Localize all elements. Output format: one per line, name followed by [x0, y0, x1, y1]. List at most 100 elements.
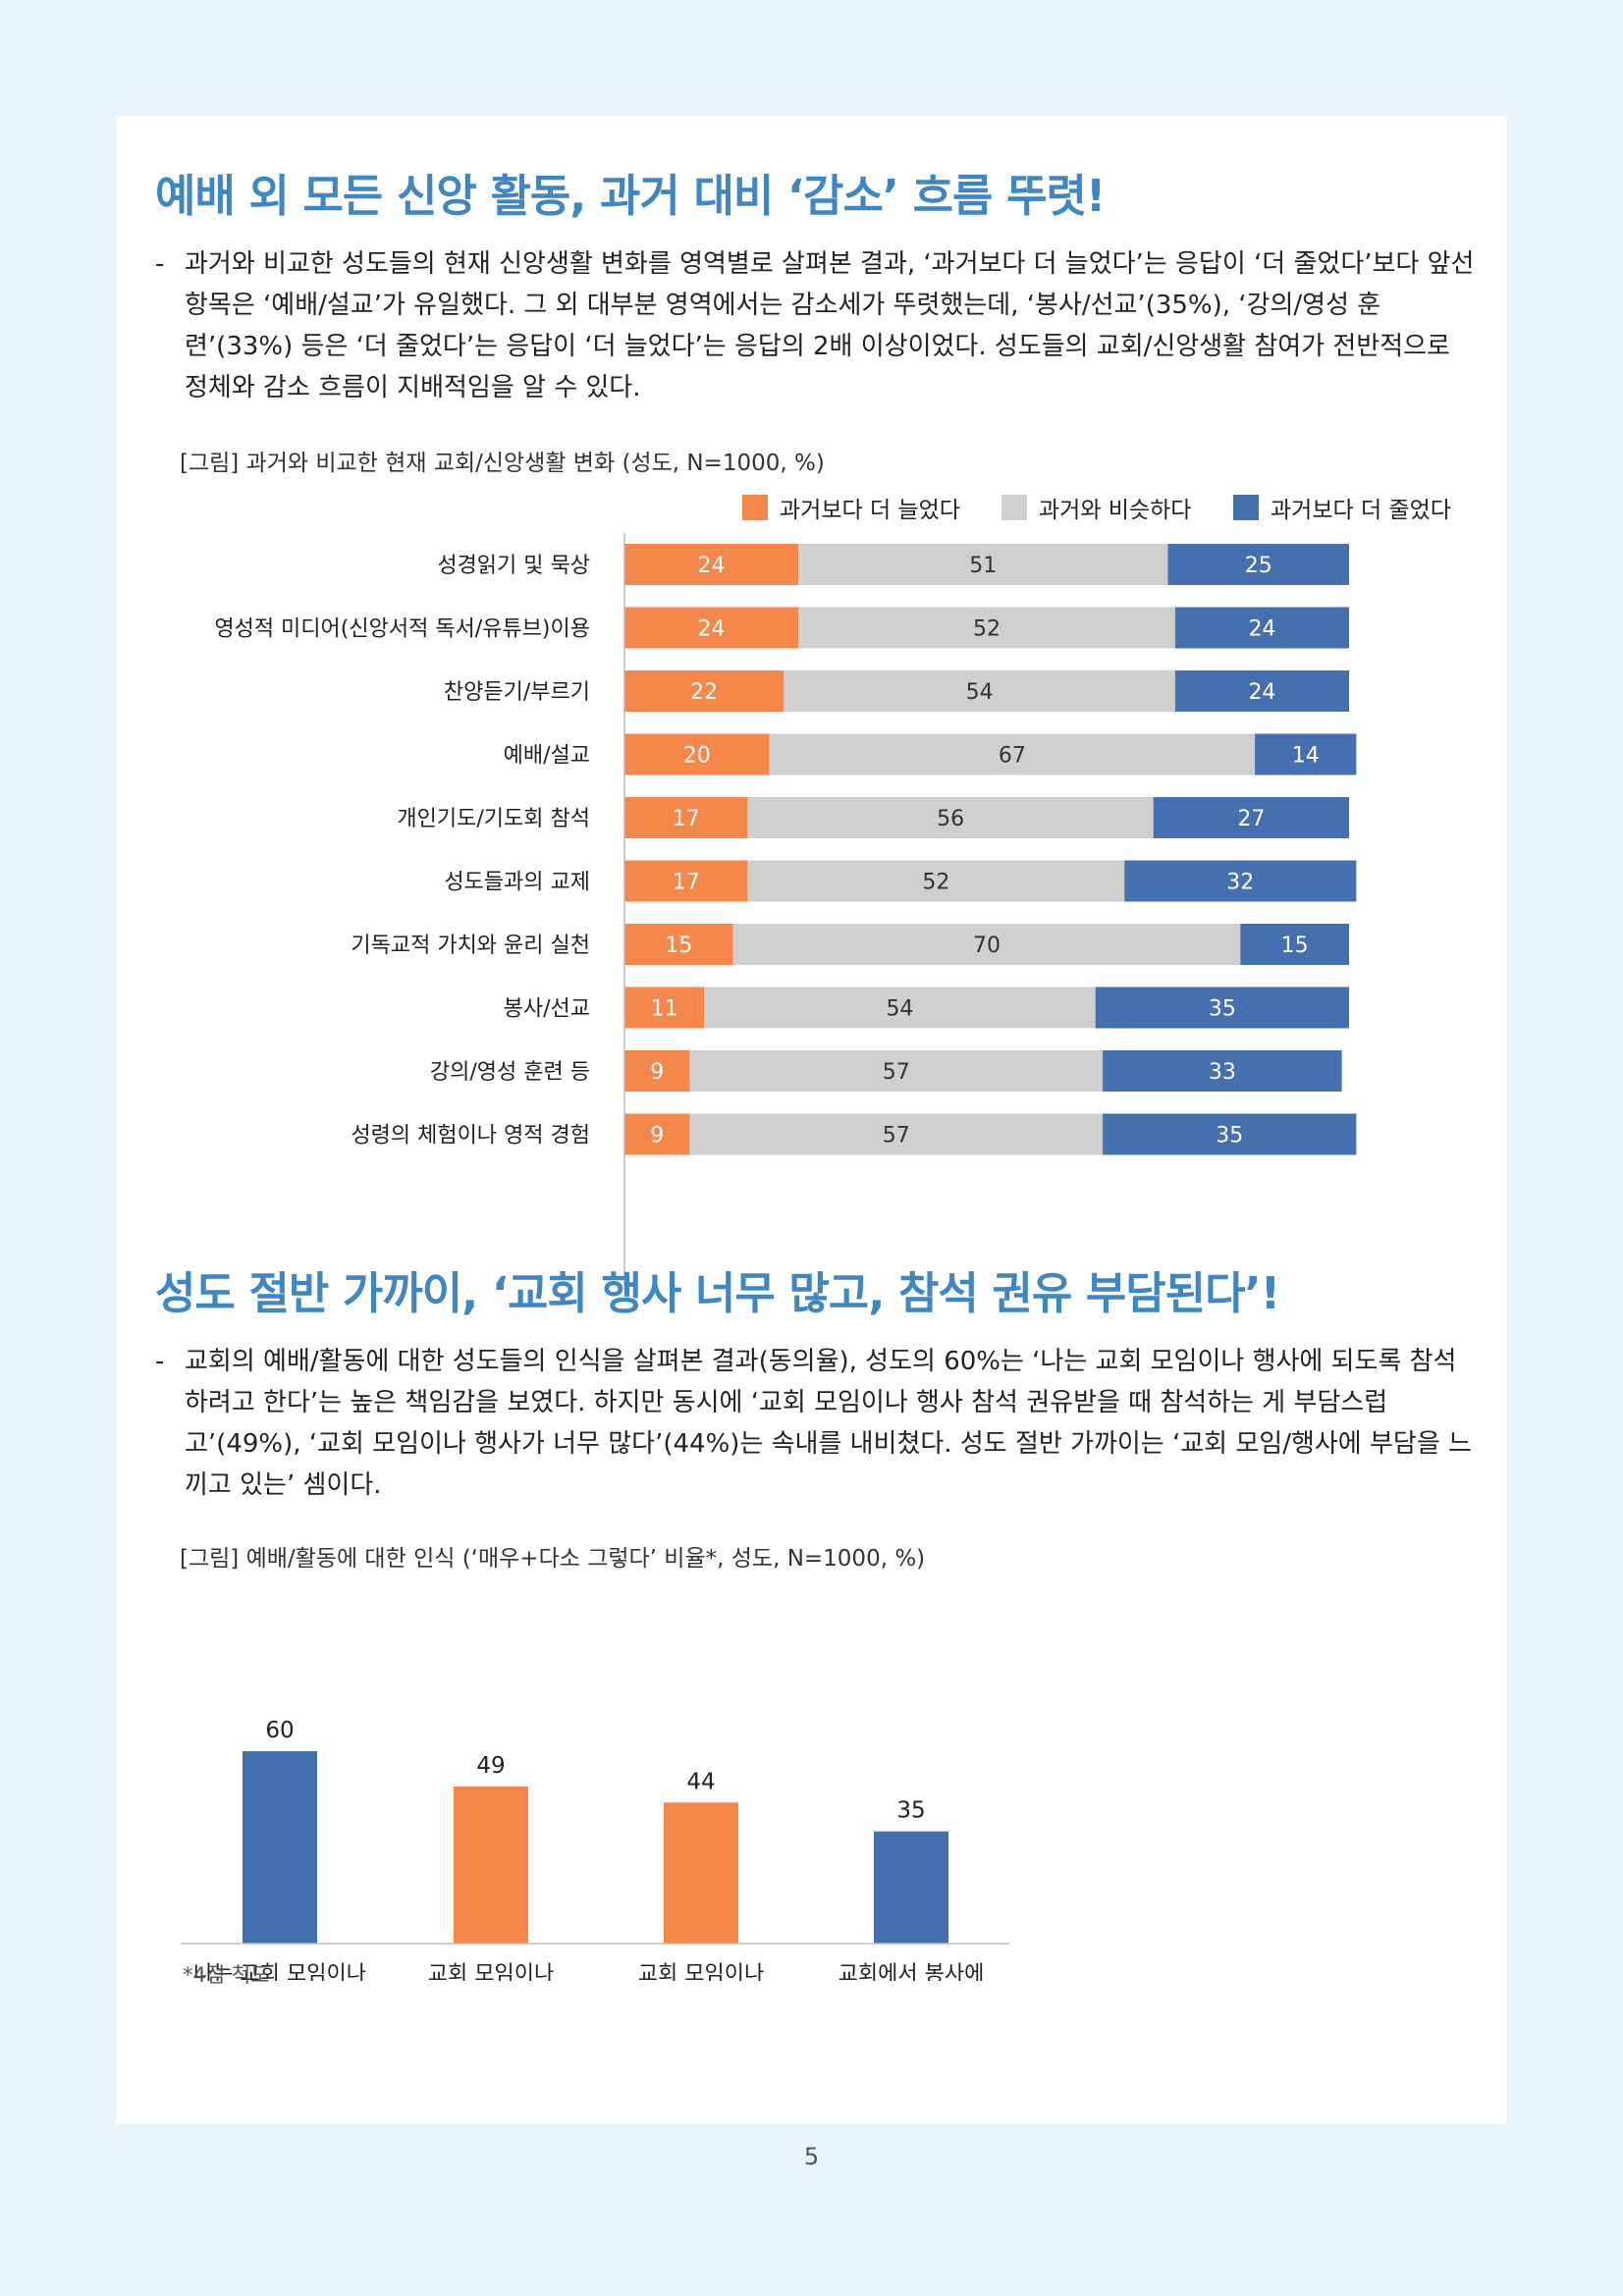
bar-segment-3: [1174, 670, 1349, 712]
column-bar: [454, 1786, 528, 1944]
data-label: 15: [665, 934, 692, 958]
bar-segment-3: [1167, 544, 1349, 585]
data-label: 52: [973, 617, 1001, 642]
scale-note: *4점 척도: [183, 1963, 270, 1987]
chart1-caption: [그림] 과거와 비교한 현재 교회/신앙생활 변화 (성도, N=1000, …: [180, 451, 825, 476]
bar-segment-1: [624, 797, 748, 838]
section1-paragraph: - 과거와 비교한 성도들의 현재 신앙생활 변화를 영역별로 살펴본 결과, …: [155, 243, 1476, 408]
legend-item-similar: 과거와 비슷하다: [1001, 491, 1191, 524]
legend-item-increased: 과거보다 더 늘었다: [742, 491, 960, 524]
category-label: 기독교적 가치와 윤리 실천: [351, 934, 590, 958]
bar-segment-3: [1103, 1113, 1357, 1155]
data-label: 52: [922, 871, 949, 895]
column-value-label: 44: [686, 1769, 715, 1794]
bar-segment-1: [624, 987, 705, 1029]
legend-swatch-decreased: [1233, 495, 1259, 520]
bar-segment-3: [1103, 1050, 1342, 1092]
column-category-label: 나는 교회 모임이나: [193, 1962, 366, 1981]
bar-segment-2: [689, 1113, 1104, 1155]
column-category-label: 교회 모임이나: [638, 1962, 764, 1981]
bar-segment-1: [624, 860, 748, 902]
legend-item-decreased: 과거보다 더 줄었다: [1233, 491, 1451, 524]
data-label: 57: [883, 1124, 910, 1148]
bar-segment-1: [624, 1050, 690, 1092]
section2-text: 교회의 예배/활동에 대한 성도들의 인식을 살펴본 결과(동의율), 성도의 …: [185, 1347, 1472, 1500]
section2-title: 성도 절반 가까이, ‘교회 행사 너무 많고, 참석 권유 부담된다’!: [155, 1267, 1280, 1319]
data-label: 67: [999, 744, 1026, 769]
stacked-bar-chart: 성경읽기 및 묵상 24 51 25 영성적 미디어(신앙서적 독서/유튜브)이용 24 5…: [116, 533, 1507, 1299]
section2-paragraph: - 교회의 예배/활동에 대한 성도들의 인식을 살펴본 결과(동의율), 성도…: [155, 1341, 1476, 1506]
data-label: 11: [651, 997, 678, 1022]
bullet-dash: -: [155, 249, 165, 279]
data-label: 24: [1248, 617, 1275, 642]
data-label: 24: [698, 554, 726, 578]
data-label: 35: [1216, 1124, 1243, 1148]
data-label: 9: [650, 1124, 664, 1148]
data-label: 35: [1209, 997, 1236, 1022]
data-label: 17: [673, 807, 700, 831]
bar-segment-3: [1240, 924, 1349, 965]
bar-segment-2: [689, 1050, 1104, 1092]
bar-segment-3: [1124, 860, 1357, 902]
bar-segment-1: [624, 733, 770, 775]
data-label: 51: [969, 554, 997, 578]
data-label: 56: [937, 807, 964, 831]
category-label: 강의/영성 훈련 등: [430, 1060, 590, 1085]
section1-title: 예배 외 모든 신앙 활동, 과거 대비 ‘감소’ 흐름 뚜렷!: [155, 170, 1106, 222]
report-page: 예배 외 모든 신앙 활동, 과거 대비 ‘감소’ 흐름 뚜렷! - 과거와 비…: [116, 116, 1507, 2124]
column-value-label: 35: [896, 1798, 925, 1824]
data-label: 14: [1292, 744, 1320, 769]
legend-label-decreased: 과거보다 더 줄었다: [1271, 498, 1451, 523]
column-value-label: 60: [265, 1718, 294, 1743]
data-label: 33: [1209, 1060, 1236, 1085]
bar-segment-2: [769, 733, 1256, 775]
data-label: 32: [1226, 871, 1254, 895]
bar-segment-2: [732, 924, 1241, 965]
category-label: 성경읽기 및 묵상: [437, 554, 590, 578]
column-bar: [243, 1751, 317, 1944]
legend-label-similar: 과거와 비슷하다: [1039, 498, 1192, 523]
legend-label-increased: 과거보다 더 늘었다: [780, 498, 960, 523]
bar-segment-2: [784, 670, 1175, 712]
category-label: 성도들과의 교제: [444, 871, 590, 895]
bar-segment-1: [624, 544, 799, 585]
data-label: 57: [883, 1060, 910, 1085]
column-bar: [664, 1802, 738, 1944]
category-label: 성령의 체험이나 영적 경험: [351, 1124, 590, 1148]
bar-segment-1: [624, 670, 784, 712]
bar-segment-1: [624, 607, 799, 649]
column-bar: [874, 1831, 948, 1944]
data-label: 25: [1245, 554, 1272, 578]
bullet-dash: -: [155, 1347, 165, 1376]
data-label: 15: [1281, 934, 1309, 958]
data-label: 24: [1248, 680, 1275, 705]
bar-segment-2: [747, 797, 1154, 838]
bar-segment-1: [624, 1113, 690, 1155]
bar-segment-2: [704, 987, 1096, 1029]
data-label: 9: [650, 1060, 664, 1085]
bar-segment-2: [798, 544, 1168, 585]
data-label: 54: [886, 997, 913, 1022]
bar-segment-3: [1153, 797, 1349, 838]
bar-segment-3: [1174, 607, 1349, 649]
category-label: 영성적 미디어(신앙서적 독서/유튜브)이용: [214, 617, 590, 642]
bar-segment-2: [747, 860, 1125, 902]
bar-segment-1: [624, 924, 733, 965]
section1-text: 과거와 비교한 성도들의 현재 신앙생활 변화를 영역별로 살펴본 결과, ‘과…: [185, 249, 1475, 402]
bar-segment-3: [1255, 733, 1357, 775]
category-label: 개인기도/기도회 참석: [397, 807, 590, 831]
data-label: 22: [690, 680, 718, 705]
category-label: 찬양듣기/부르기: [444, 680, 590, 705]
category-label: 봉사/선교: [504, 997, 590, 1022]
data-label: 24: [698, 617, 726, 642]
data-label: 27: [1237, 807, 1265, 831]
bar-segment-2: [798, 607, 1175, 649]
data-label: 54: [966, 680, 994, 705]
stacked-bar-svg: 성경읽기 및 묵상 24 51 25 영성적 미디어(신앙서적 독서/유튜브)이용 24 5…: [214, 533, 1357, 1289]
column-value-label: 49: [476, 1753, 505, 1779]
data-label: 20: [683, 744, 711, 769]
column-category-label: 교회 모임이나: [428, 1962, 554, 1981]
bar-segment-3: [1095, 987, 1349, 1029]
